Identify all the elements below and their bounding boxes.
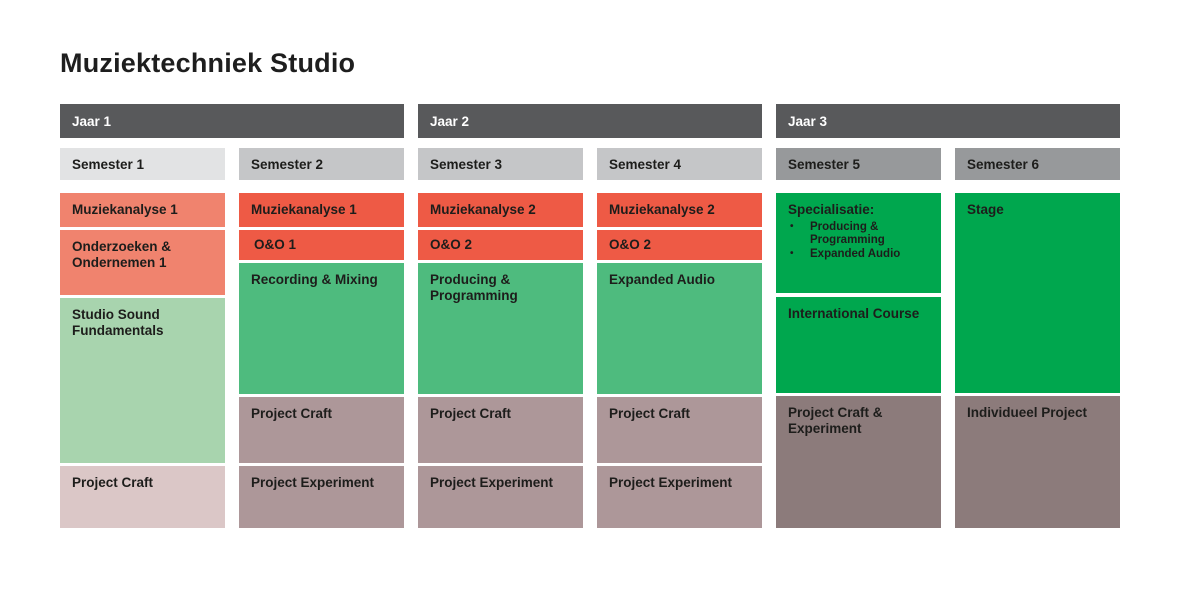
course-block-project-experiment: Project Experiment — [418, 466, 583, 528]
semester-4-column: Muziekanalyse 2 O&O 2 Expanded Audio Pro… — [597, 193, 762, 528]
semester-header-6: Semester 6 — [955, 148, 1120, 180]
course-block-muziekanalyse-1: Muziekanalyse 1 — [60, 193, 225, 227]
course-block-individueel-project: Individueel Project — [955, 396, 1120, 528]
specialisatie-list: • Producing & Programming • Expanded Aud… — [788, 221, 927, 262]
course-block-project-experiment: Project Experiment — [597, 466, 762, 528]
semester-header-5: Semester 5 — [776, 148, 941, 180]
course-block-project-experiment: Project Experiment — [239, 466, 404, 528]
semester-header-3: Semester 3 — [418, 148, 583, 180]
specialisatie-item: • Producing & Programming — [790, 220, 885, 247]
semester-5-column: Specialisatie: • Producing & Programming… — [776, 193, 941, 528]
specialisatie-item: • Expanded Audio — [790, 247, 901, 260]
course-block-project-craft: Project Craft — [597, 397, 762, 463]
bullet-icon: • — [790, 247, 794, 259]
semester-3-column: Muziekanalyse 2 O&O 2 Producing & Progra… — [418, 193, 583, 528]
semester-2-column: Muziekanalyse 1 O&O 1 Recording & Mixing… — [239, 193, 404, 528]
semester-header-4: Semester 4 — [597, 148, 762, 180]
semester-header-2: Semester 2 — [239, 148, 404, 180]
course-block-oeno-1: O&O 1 — [239, 230, 404, 260]
semester-header-1: Semester 1 — [60, 148, 225, 180]
course-block-international-course: International Course — [776, 297, 941, 393]
year-bar-jaar-1: Jaar 1 — [60, 104, 404, 138]
course-block-muziekanalyse-1: Muziekanalyse 1 — [239, 193, 404, 227]
semester-6-column: Stage Individueel Project — [955, 193, 1120, 528]
course-block-muziekanalyse-2: Muziekanalyse 2 — [418, 193, 583, 227]
bullet-icon: • — [790, 220, 794, 232]
course-block-muziekanalyse-2: Muziekanalyse 2 — [597, 193, 762, 227]
page-title: Muziektechniek Studio — [60, 48, 356, 78]
course-block-stage: Stage — [955, 193, 1120, 393]
course-block-project-craft-experiment: Project Craft & Experiment — [776, 396, 941, 528]
course-block-project-craft: Project Craft — [418, 397, 583, 463]
course-block-project-craft: Project Craft — [60, 466, 225, 528]
course-block-project-craft: Project Craft — [239, 397, 404, 463]
semester-1-column: Muziekanalyse 1 Onderzoeken & Ondernemen… — [60, 193, 225, 528]
course-block-specialisatie: Specialisatie: • Producing & Programming… — [776, 193, 941, 293]
course-block-producing-programming: Producing & Programming — [418, 263, 583, 394]
course-block-onderzoeken-ondernemen-1: Onderzoeken & Ondernemen 1 — [60, 230, 225, 295]
course-block-recording-mixing: Recording & Mixing — [239, 263, 404, 394]
year-bar-jaar-3: Jaar 3 — [776, 104, 1120, 138]
specialisatie-heading: Specialisatie: — [788, 202, 875, 217]
course-block-oeno-2: O&O 2 — [418, 230, 583, 260]
course-block-studio-sound-fundamentals: Studio Sound Fundamentals — [60, 298, 225, 463]
year-bar-jaar-2: Jaar 2 — [418, 104, 762, 138]
course-block-expanded-audio: Expanded Audio — [597, 263, 762, 394]
course-block-oeno-2: O&O 2 — [597, 230, 762, 260]
